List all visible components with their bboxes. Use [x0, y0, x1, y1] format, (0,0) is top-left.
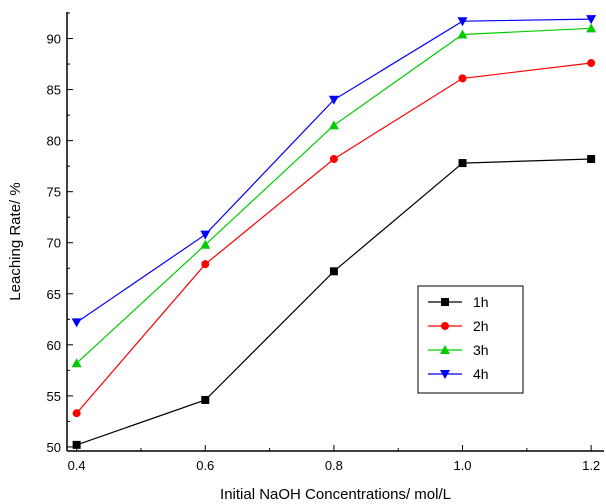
data-point-3h: [586, 23, 597, 33]
axes: 50 55 60 65 70 75 80 85 90 0.4 0.6 0.8 1.0 1.2: [47, 12, 604, 473]
y-tick-label: 85: [47, 83, 61, 98]
series-4h: [71, 15, 597, 328]
legend-label: 1h: [473, 294, 489, 310]
legend-label: 4h: [473, 366, 489, 382]
x-axis-title: Initial NaOH Concentrations/ mol/L: [220, 486, 451, 503]
series-1h: [72, 155, 596, 449]
data-point-4h: [328, 95, 339, 105]
y-tick-label: 90: [47, 32, 61, 47]
data-point-3h: [200, 239, 211, 249]
y-tick-label: 50: [47, 440, 61, 455]
data-point-4h: [457, 17, 468, 27]
y-tick-label: 65: [47, 287, 61, 302]
data-point-1h: [587, 155, 596, 164]
data-point-2h: [587, 59, 596, 68]
y-tick-label: 60: [47, 338, 61, 353]
legend-marker: [441, 322, 449, 330]
data-point-2h: [329, 155, 338, 164]
legend-item-2h: 2h: [428, 318, 489, 334]
data-point-2h: [72, 409, 81, 418]
data-point-4h: [200, 230, 211, 240]
data-point-1h: [201, 395, 210, 404]
data-point-2h: [458, 74, 467, 83]
x-tick-label: 0.8: [325, 458, 343, 473]
series-3h: [71, 23, 597, 368]
series-2h: [72, 59, 596, 418]
x-tick-label: 0.6: [196, 458, 214, 473]
x-tick-label: 1.0: [453, 458, 471, 473]
data-point-1h: [329, 267, 338, 276]
y-tick-label: 80: [47, 134, 61, 149]
y-tick-label: 75: [47, 185, 61, 200]
data-point-4h: [586, 15, 597, 25]
legend-marker: [440, 345, 450, 354]
data-point-3h: [71, 358, 82, 368]
data-point-3h: [328, 120, 339, 130]
data-point-2h: [201, 260, 210, 269]
legend: 1h 2h 3h 4h: [417, 285, 524, 394]
data-point-1h: [458, 159, 467, 168]
x-tick-label: 0.4: [68, 458, 86, 473]
legend-item-1h: 1h: [428, 294, 489, 310]
legend-label: 2h: [473, 318, 489, 334]
data-point-1h: [72, 440, 81, 449]
data-point-3h: [457, 29, 468, 39]
series-line-4h: [76, 18, 592, 323]
y-axis-title: Leaching Rate/ %: [7, 182, 24, 300]
legend-item-4h: 4h: [428, 366, 489, 382]
legend-marker: [440, 370, 450, 379]
x-tick-label: 1.2: [582, 458, 600, 473]
legend-box: [417, 285, 524, 394]
y-tick-label: 70: [47, 236, 61, 251]
data-point-4h: [71, 318, 82, 328]
legend-marker: [441, 298, 449, 306]
legend-item-3h: 3h: [428, 342, 489, 358]
series-layer: [71, 15, 597, 449]
legend-label: 3h: [473, 342, 489, 358]
y-tick-label: 55: [47, 389, 61, 404]
